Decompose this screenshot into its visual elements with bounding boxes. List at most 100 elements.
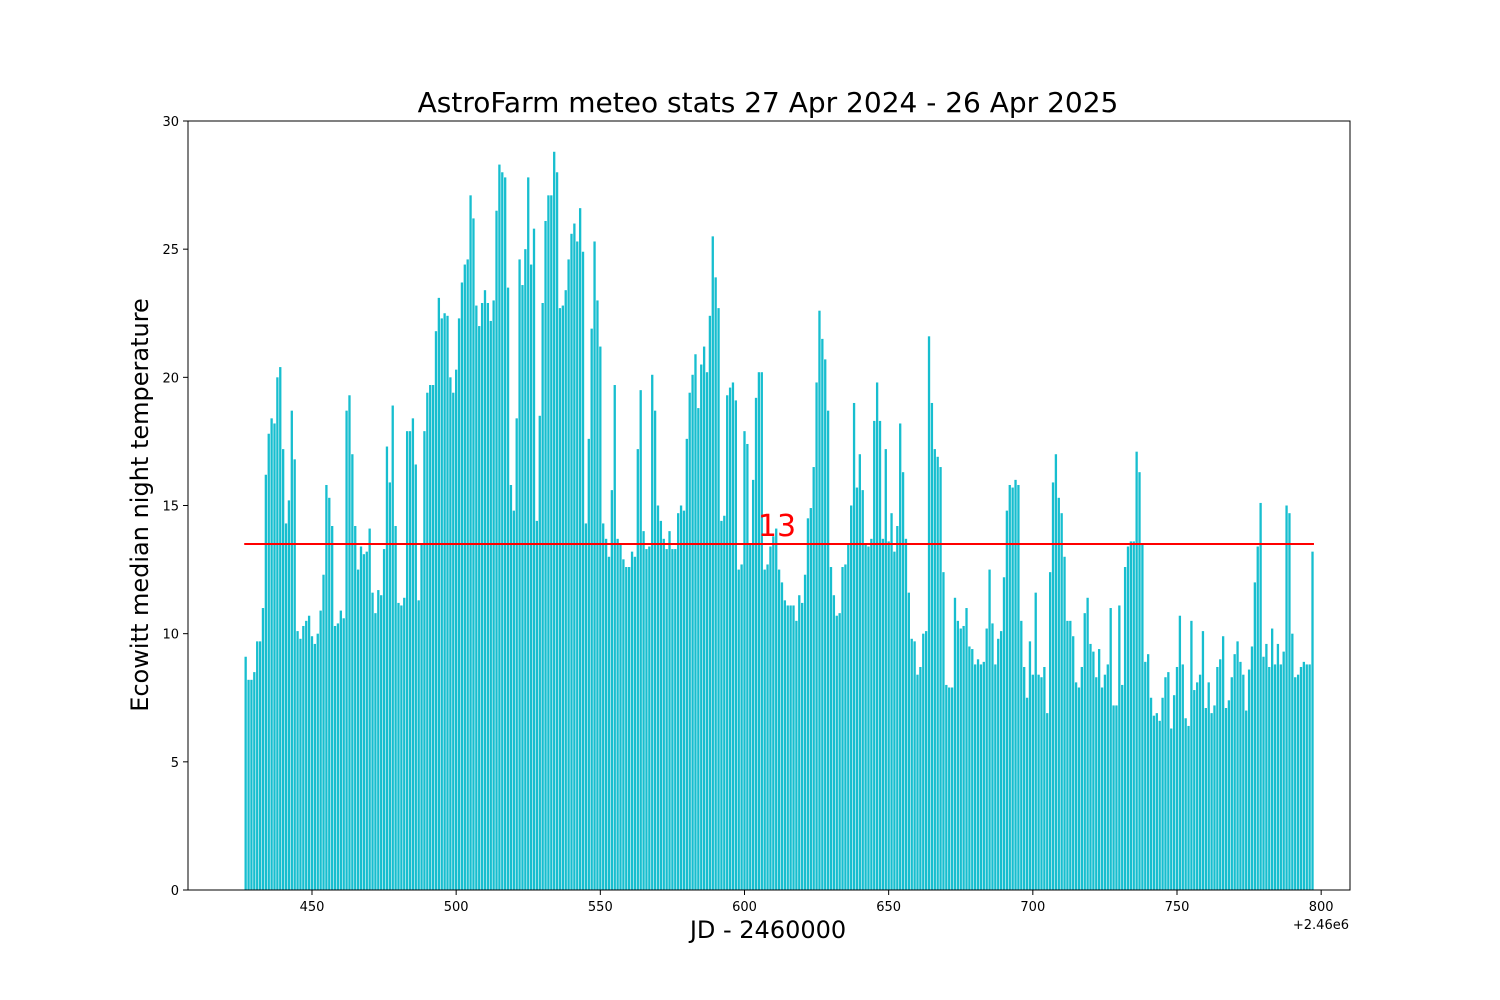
bar bbox=[613, 385, 616, 890]
bar bbox=[434, 331, 438, 890]
bar bbox=[368, 528, 371, 890]
bar bbox=[766, 564, 769, 890]
bar bbox=[316, 633, 319, 890]
bar bbox=[1262, 656, 1265, 890]
bar bbox=[861, 490, 864, 890]
bar bbox=[417, 600, 420, 890]
bar bbox=[290, 410, 293, 890]
mean-line-label: 13 bbox=[758, 509, 796, 544]
bar bbox=[884, 449, 887, 890]
bar bbox=[284, 523, 288, 890]
bar bbox=[1302, 661, 1306, 890]
bar bbox=[253, 672, 256, 890]
bar bbox=[622, 559, 625, 890]
bar bbox=[336, 623, 340, 890]
bar bbox=[1288, 513, 1291, 890]
x-axis: 450 500 550 600 650 700 750 800 bbox=[300, 890, 1334, 915]
bar bbox=[1054, 454, 1058, 890]
bar bbox=[910, 638, 913, 890]
bar bbox=[1080, 666, 1083, 890]
bar bbox=[1074, 682, 1078, 890]
bar bbox=[521, 285, 524, 890]
bar bbox=[472, 218, 475, 890]
bar bbox=[1118, 605, 1121, 890]
bar bbox=[310, 636, 314, 890]
bar bbox=[982, 661, 985, 890]
bar bbox=[374, 613, 377, 890]
bar bbox=[728, 387, 732, 890]
bar bbox=[527, 177, 530, 890]
bar bbox=[437, 297, 441, 890]
bar bbox=[616, 538, 619, 890]
bar bbox=[1268, 666, 1271, 890]
bar bbox=[651, 374, 654, 890]
bar bbox=[1250, 646, 1254, 890]
bar bbox=[1086, 597, 1089, 890]
bar bbox=[535, 520, 539, 890]
bar bbox=[1233, 654, 1236, 890]
bar bbox=[881, 538, 885, 890]
bar bbox=[1161, 697, 1164, 890]
bar bbox=[1184, 718, 1187, 890]
bar bbox=[702, 346, 706, 890]
bar bbox=[587, 438, 590, 890]
bar bbox=[642, 531, 645, 890]
bar bbox=[1242, 674, 1245, 890]
bar bbox=[1253, 582, 1257, 890]
bar bbox=[1170, 728, 1173, 890]
bar bbox=[901, 472, 905, 890]
bar bbox=[751, 479, 755, 890]
bar bbox=[922, 633, 925, 890]
bar bbox=[985, 628, 988, 890]
bar bbox=[1193, 690, 1196, 890]
bar bbox=[578, 208, 582, 890]
bar bbox=[351, 454, 354, 890]
bar bbox=[524, 249, 527, 891]
bar bbox=[391, 405, 394, 890]
bar bbox=[994, 664, 997, 890]
bar bbox=[258, 641, 262, 890]
bar bbox=[1239, 661, 1242, 890]
bar bbox=[1291, 633, 1294, 890]
bar bbox=[873, 420, 876, 890]
bar bbox=[890, 513, 893, 890]
bar bbox=[1164, 677, 1167, 890]
bar bbox=[1037, 674, 1040, 890]
bar bbox=[397, 602, 400, 890]
x-tick-label: 800 bbox=[1309, 900, 1334, 915]
bar bbox=[538, 415, 541, 890]
chart-title: AstroFarm meteo stats 27 Apr 2024 - 26 A… bbox=[418, 86, 1119, 119]
bar bbox=[648, 546, 651, 890]
bar bbox=[826, 410, 830, 890]
bar bbox=[1308, 664, 1311, 890]
bar bbox=[847, 543, 850, 890]
bar bbox=[354, 526, 357, 890]
y-tick-label: 15 bbox=[162, 500, 179, 515]
bar bbox=[1256, 546, 1259, 890]
bar bbox=[769, 546, 772, 890]
bar bbox=[1196, 682, 1199, 890]
bar bbox=[544, 220, 547, 891]
bar bbox=[423, 431, 426, 890]
bar bbox=[1224, 708, 1228, 890]
bar bbox=[1285, 505, 1288, 890]
bar bbox=[1077, 687, 1081, 890]
x-tick-label: 500 bbox=[444, 900, 469, 915]
bar bbox=[636, 449, 639, 890]
bar bbox=[841, 567, 844, 890]
bar bbox=[1121, 684, 1124, 890]
bar bbox=[567, 259, 570, 890]
bar bbox=[720, 520, 723, 890]
bar bbox=[899, 423, 902, 890]
bar bbox=[1034, 592, 1037, 890]
bar bbox=[356, 569, 360, 890]
bar bbox=[633, 556, 637, 890]
x-tick-label: 550 bbox=[588, 900, 613, 915]
bar bbox=[1129, 541, 1133, 890]
bar bbox=[1089, 643, 1092, 890]
bar bbox=[743, 431, 746, 890]
bar bbox=[576, 241, 579, 891]
bar bbox=[1144, 661, 1147, 890]
bar bbox=[1299, 666, 1303, 890]
x-axis-label: JD - 2460000 bbox=[688, 916, 846, 944]
